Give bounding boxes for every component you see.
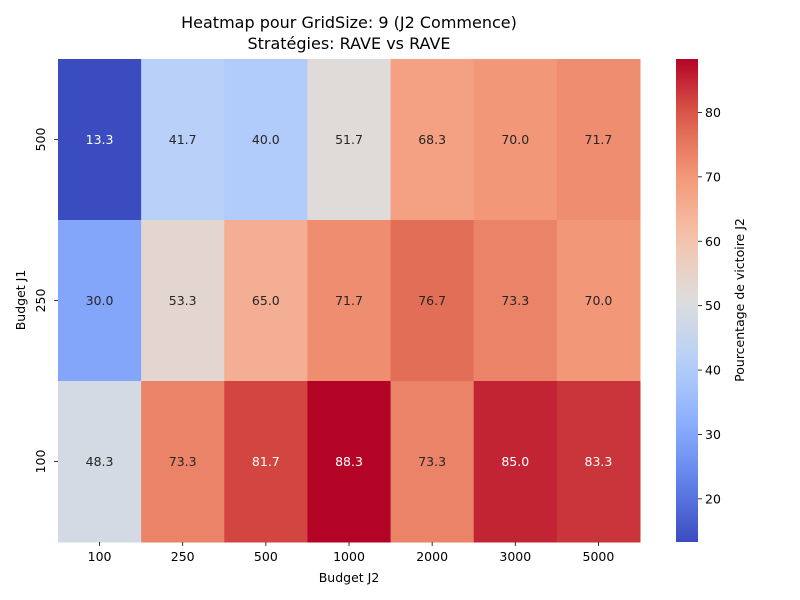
chart-title-line-1: Heatmap pour GridSize: 9 (J2 Commence) — [181, 13, 517, 32]
colorbar-gradient — [676, 59, 698, 542]
y-tick-label: 100 — [33, 450, 48, 474]
heatmap-cell-label: 65.0 — [252, 293, 280, 308]
chart-title: Heatmap pour GridSize: 9 (J2 Commence) S… — [181, 13, 517, 53]
x-tick-label: 250 — [171, 549, 195, 564]
heatmap-cell-label: 30.0 — [86, 293, 114, 308]
colorbar-tick-label: 80 — [705, 105, 721, 120]
heatmap-cell-label: 70.0 — [501, 132, 529, 147]
y-tick-label: 250 — [33, 289, 48, 313]
heatmap-cell-label: 88.3 — [335, 454, 363, 469]
colorbar-tick-label: 30 — [705, 427, 721, 442]
heatmap-cell-label: 71.7 — [585, 132, 613, 147]
heatmap-cell-label: 71.7 — [335, 293, 363, 308]
colorbar-tick-label: 40 — [705, 363, 721, 378]
y-axis-ticks: 500 250 100 — [33, 128, 58, 474]
x-tick-label: 3000 — [499, 549, 531, 564]
heatmap-cell-label: 83.3 — [585, 454, 613, 469]
heatmap-cell-label: 81.7 — [252, 454, 280, 469]
heatmap-cell-label: 70.0 — [585, 293, 613, 308]
colorbar-tick-label: 50 — [705, 298, 721, 313]
heatmap-cell-label: 68.3 — [418, 132, 446, 147]
x-axis-label: Budget J2 — [319, 570, 380, 585]
chart-title-line-2: Stratégies: RAVE vs RAVE — [247, 34, 450, 53]
x-tick-label: 2000 — [416, 549, 448, 564]
heatmap-cell-label: 76.7 — [418, 293, 446, 308]
heatmap-cell-label: 40.0 — [252, 132, 280, 147]
heatmap-cell-label: 73.3 — [501, 293, 529, 308]
x-tick-label: 100 — [88, 549, 112, 564]
x-axis-ticks: 100 250 500 1000 2000 3000 5000 — [88, 542, 615, 564]
heatmap-cell-label: 85.0 — [501, 454, 529, 469]
heatmap-cell-label: 13.3 — [86, 132, 114, 147]
colorbar-tick-label: 70 — [705, 169, 721, 184]
heatmap-cell-label: 53.3 — [169, 293, 197, 308]
x-tick-label: 500 — [254, 549, 278, 564]
heatmap-cell-label: 41.7 — [169, 132, 197, 147]
heatmap-cell-label: 73.3 — [418, 454, 446, 469]
colorbar-tick-label: 20 — [705, 491, 721, 506]
colorbar-ticks: 20 30 40 50 60 70 80 — [698, 105, 721, 506]
heatmap-cell-label: 73.3 — [169, 454, 197, 469]
colorbar-label: Pourcentage de victoire J2 — [732, 218, 747, 382]
y-axis-label: Budget J1 — [13, 270, 28, 331]
heatmap-cell-label: 48.3 — [86, 454, 114, 469]
colorbar-tick-label: 60 — [705, 234, 721, 249]
x-tick-label: 5000 — [583, 549, 615, 564]
heatmap-cell-label: 51.7 — [335, 132, 363, 147]
y-tick-label: 500 — [33, 128, 48, 152]
colorbar: 20 30 40 50 60 70 80 — [676, 59, 721, 542]
x-tick-label: 1000 — [333, 549, 365, 564]
